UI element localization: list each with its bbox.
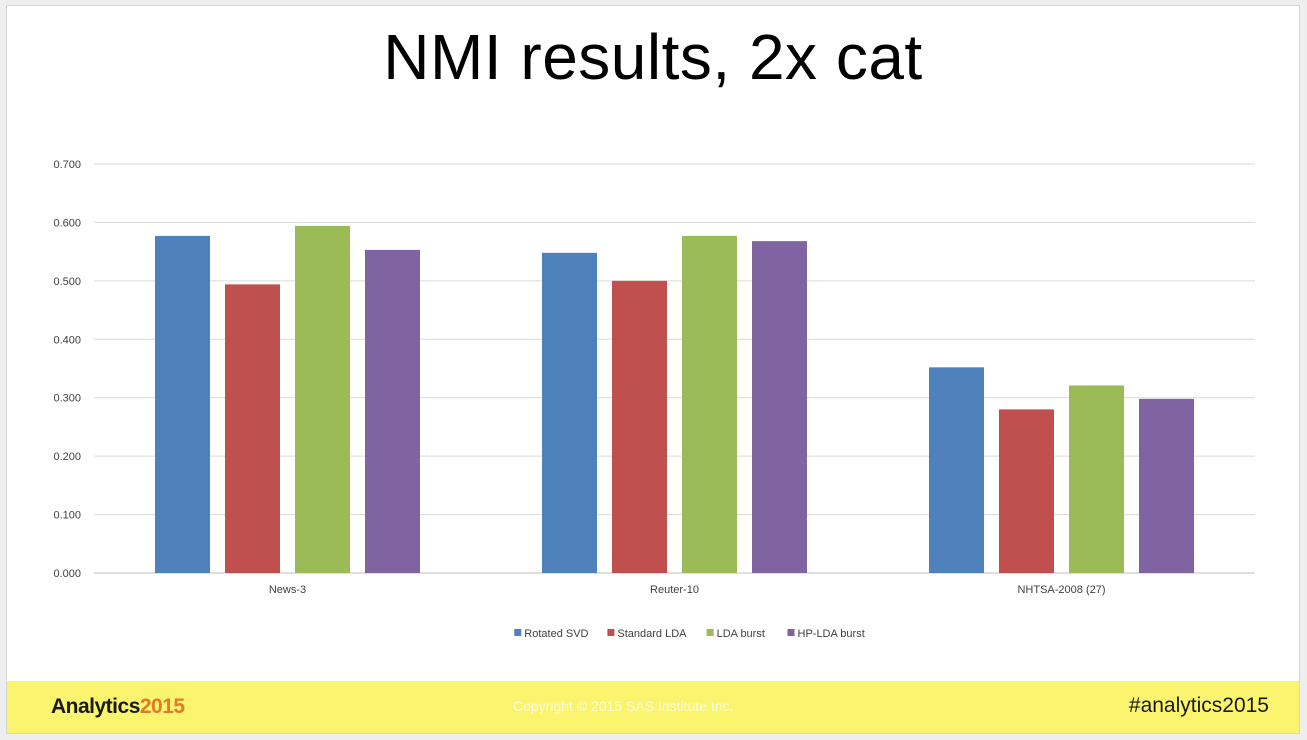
x-tick-label: News-3 [269, 584, 306, 596]
bar [225, 284, 280, 573]
y-tick-label: 0.700 [53, 159, 81, 171]
bar-chart: 0.000 0.100 0.200 0.300 0.400 0.500 0.600 0.700… [53, 159, 1255, 640]
bar [929, 367, 984, 573]
hashtag-text: #analytics2015 [1128, 694, 1269, 717]
bar [365, 249, 420, 573]
bar [1139, 398, 1194, 573]
legend-swatch [514, 629, 522, 636]
bar [612, 280, 667, 573]
legend-label: LDA burst [717, 628, 765, 640]
y-tick-label: 0.500 [53, 276, 81, 288]
legend-swatch [706, 629, 714, 636]
y-tick-label: 0.000 [53, 568, 81, 580]
bar [542, 252, 597, 573]
brand-text: Analytics [51, 695, 140, 718]
y-tick-label: 0.600 [53, 217, 81, 229]
bar [155, 235, 210, 574]
brand-year: 2015 [139, 695, 185, 718]
y-tick-label: 0.100 [53, 510, 81, 522]
y-tick-label: 0.300 [53, 393, 81, 405]
bar [1069, 385, 1124, 573]
legend-swatch [607, 629, 615, 636]
bar [295, 225, 350, 574]
legend-label: Standard LDA [617, 628, 687, 640]
slide: NMI results, 2x cat 0.000 0.100 0.200 0.300… [6, 5, 1300, 734]
footer-bar: Analytics2015 Copyright © 2015 SAS Insti… [7, 681, 1299, 733]
y-tick-label: 0.200 [53, 451, 81, 463]
copyright-text: Copyright © 2015 SAS Institute Inc. [513, 698, 734, 714]
x-tick-label: NHTSA-2008 (27) [1017, 584, 1105, 596]
bar [682, 235, 737, 574]
x-tick-label: Reuter-10 [650, 584, 699, 596]
legend-label: HP-LDA burst [798, 628, 865, 640]
y-tick-label: 0.400 [53, 334, 81, 346]
slide-title: NMI results, 2x cat [383, 21, 923, 93]
bar [999, 409, 1054, 573]
legend-swatch [787, 629, 795, 636]
analytics-logo: Analytics2015 [51, 695, 185, 719]
bar [752, 241, 807, 573]
legend-label: Rotated SVD [524, 628, 588, 640]
